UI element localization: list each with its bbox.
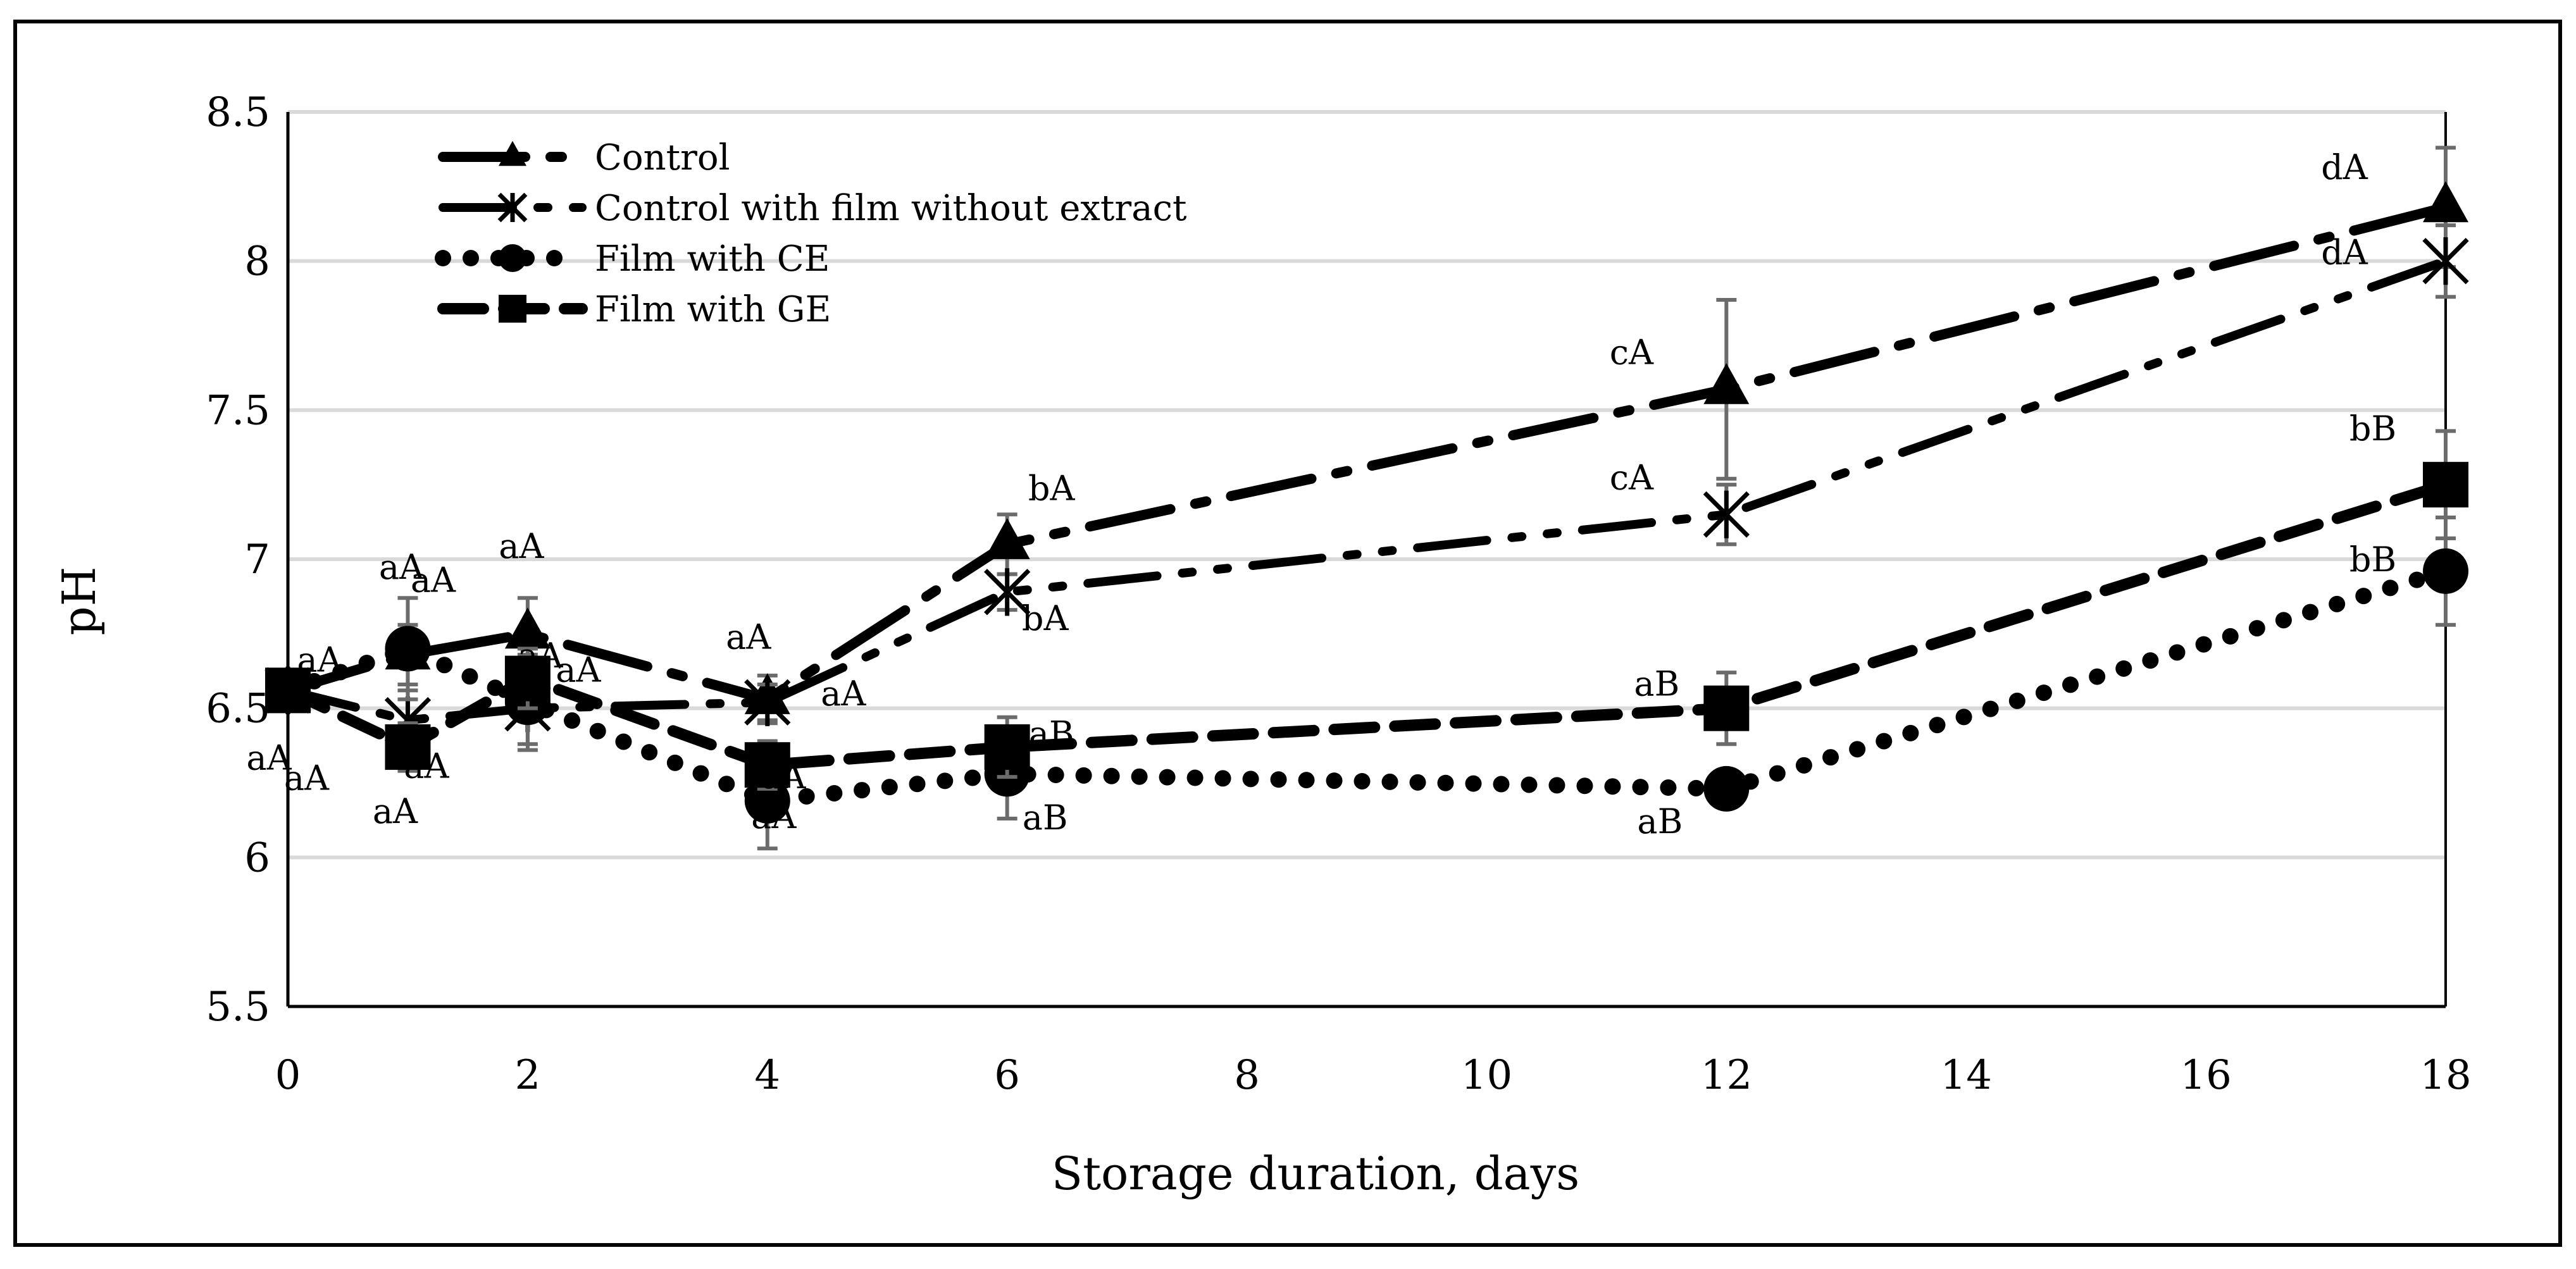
point-label: dA [2321, 233, 2368, 273]
marker-triangle [2423, 181, 2468, 223]
x-tick-label: 8 [1234, 1052, 1260, 1099]
marker-square [385, 724, 431, 770]
marker-square [1703, 685, 1750, 731]
marker-circle [2423, 548, 2468, 594]
legend-symbol-film-ce [435, 244, 590, 272]
marker-circle [385, 626, 431, 672]
x-tick-label: 0 [275, 1052, 301, 1099]
marker-triangle [1703, 362, 1750, 404]
point-label: aA [726, 617, 771, 657]
legend-item-film-ge: Film with GE [437, 289, 831, 330]
legend-symbol-control-film [439, 192, 587, 223]
y-tick-label: 5.5 [206, 984, 270, 1031]
point-label: aA [821, 674, 866, 714]
y-tick-label: 7.5 [206, 387, 270, 434]
marker-square [984, 724, 1030, 770]
point-label: aB [1637, 802, 1683, 841]
legend-symbol-film-ge [437, 295, 588, 323]
marker-square [744, 742, 790, 788]
marker-square [499, 295, 526, 323]
marker-star [983, 568, 1031, 616]
chart-frame [13, 20, 2562, 1247]
x-tick-label: 10 [1461, 1052, 1512, 1099]
legend-label-film-ge: Film with GE [595, 289, 831, 330]
marker-star [1703, 490, 1750, 538]
point-label: aA [751, 796, 797, 836]
point-label: aB [1634, 664, 1679, 704]
marker-star [744, 678, 791, 726]
marker-triangle [504, 607, 551, 649]
point-label: dA [2321, 147, 2368, 187]
point-label: bB [2349, 540, 2396, 579]
marker-triangle [984, 518, 1030, 559]
point-label: bB [2349, 409, 2396, 449]
point-label: cA [1610, 457, 1654, 497]
marker-circle [1703, 765, 1750, 812]
x-tick-label: 16 [2180, 1052, 2231, 1099]
y-tick-label: 8 [244, 238, 270, 285]
marker-square [265, 667, 311, 714]
marker-triangle [499, 140, 526, 166]
point-label: aA [297, 640, 342, 679]
axes: 5.5 6 6.5 7 7.5 8 8.5 0 2 4 6 8 10 12 14 16 18 [206, 89, 2472, 1099]
legend: Control Control with film without extrac… [435, 137, 1187, 330]
x-tick-label: 18 [2420, 1052, 2471, 1099]
legend-label-film-ce: Film with CE [595, 238, 830, 280]
point-label: aA [373, 791, 418, 831]
point-label: aA [404, 746, 449, 786]
point-label: aA [518, 636, 563, 676]
point-label: aA [761, 757, 806, 796]
marker-star [2422, 237, 2469, 285]
series [264, 145, 2469, 851]
point-label: aA [246, 738, 292, 777]
y-tick-label: 7 [244, 536, 270, 583]
x-tick-label: 6 [994, 1052, 1020, 1099]
point-label: aA [284, 758, 330, 798]
x-tick-label: 2 [515, 1052, 541, 1099]
legend-item-control: Control [438, 137, 730, 178]
point-label: cA [1610, 332, 1654, 372]
marker-square [2423, 462, 2468, 508]
point-label: bA [1022, 598, 1069, 638]
point-label: aA [379, 547, 425, 587]
point-label: aA [411, 560, 456, 600]
marker-square [504, 655, 551, 702]
marker-star [497, 192, 528, 223]
y-axis-title: pH [53, 567, 106, 636]
legend-item-film-ce: Film with CE [435, 238, 830, 280]
y-tick-label: 6 [244, 834, 270, 881]
x-tick-label: 12 [1701, 1052, 1752, 1099]
marker-circle [499, 244, 526, 272]
point-label: bA [1028, 468, 1076, 508]
x-axis-title: Storage duration, days [1052, 1147, 1579, 1200]
point-label: aA [499, 526, 544, 566]
marker-circle [744, 777, 790, 824]
legend-symbol-control [438, 140, 587, 166]
legend-label-control-film: Control with film without extract [595, 188, 1187, 229]
legend-label-control: Control [595, 137, 730, 178]
legend-item-control-film: Control with film without extract [439, 188, 1187, 229]
y-tick-label: 6.5 [206, 686, 270, 733]
series-3 [265, 429, 2468, 791]
point-label: aB [1029, 714, 1074, 753]
x-tick-label: 14 [1941, 1052, 1992, 1099]
x-tick-label: 4 [754, 1052, 780, 1099]
point-label: aB [1023, 798, 1068, 838]
point-label: aA [556, 650, 601, 690]
y-tick-label: 8.5 [206, 89, 270, 136]
